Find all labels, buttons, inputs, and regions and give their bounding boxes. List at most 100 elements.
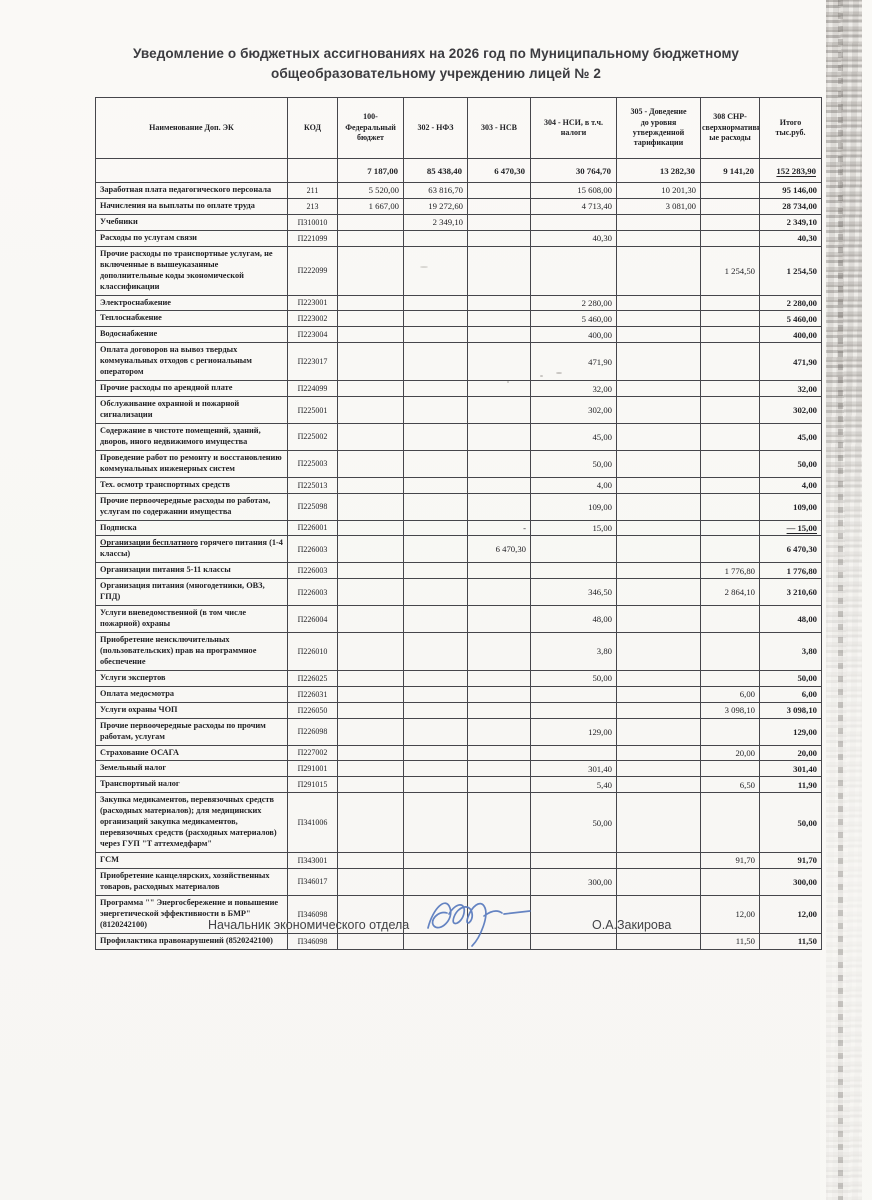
row-cell-c303 xyxy=(467,476,531,494)
row-cell-c100 xyxy=(337,776,404,794)
row-cell-code: П343001 xyxy=(287,852,338,869)
table-row: Тех. осмотр транспортных средств П225013 4… xyxy=(95,476,822,494)
row-cell-c303 xyxy=(467,326,531,344)
row-cell-c308: 11,50 xyxy=(700,932,760,950)
row-cell-code: П225098 xyxy=(287,492,338,521)
row-cell-itogo: 5 460,00 xyxy=(759,310,822,328)
row-cell-c100 xyxy=(337,562,404,580)
table-row: Услуги экспертов П226025 50,00 50,00 xyxy=(95,669,822,687)
table-row: Учебники П310010 2 349,10 2 349,10 xyxy=(95,213,822,231)
row-cell-code: П223017 xyxy=(287,342,338,382)
row-cell-c303 xyxy=(467,294,531,312)
row-cell-code: П225001 xyxy=(287,396,338,424)
row-cell-c308: 12,00 xyxy=(700,894,760,934)
row-cell-c304: 5,40 xyxy=(530,776,617,794)
totals-cell-itogo: 152 283,90 xyxy=(759,158,822,183)
table-row: Электроснабжение П223001 2 280,00 2 280,00 xyxy=(95,294,822,312)
row-cell-code: П226003 xyxy=(287,562,338,580)
table-row: Обслуживание охранной и пожарной сигнали… xyxy=(95,396,822,424)
row-cell-c305 xyxy=(616,449,701,478)
row-cell-c302 xyxy=(403,632,468,671)
row-cell-c302: 2 349,10 xyxy=(403,213,468,231)
row-cell-c308: 3 098,10 xyxy=(700,701,760,719)
row-cell-c303 xyxy=(467,342,531,382)
row-cell-c303: - xyxy=(467,519,531,537)
row-cell-name: Теплоснабжение xyxy=(95,310,288,328)
row-cell-c308: 6,00 xyxy=(700,685,760,703)
row-cell-code: П223001 xyxy=(287,294,338,312)
row-cell-itogo: 12,00 xyxy=(759,894,822,934)
row-cell-c308 xyxy=(700,476,760,494)
row-cell-c304: 45,00 xyxy=(530,422,617,451)
row-cell-code: П310010 xyxy=(287,213,338,231)
row-cell-itogo: 20,00 xyxy=(759,744,822,762)
row-cell-c305 xyxy=(616,562,701,580)
row-cell-c304: 5 460,00 xyxy=(530,310,617,328)
row-cell-code: П221099 xyxy=(287,229,338,247)
row-cell-c100 xyxy=(337,792,404,853)
row-cell-name: Закупка медикаментов, перевязочных средс… xyxy=(95,792,288,853)
table-row: Заработная плата педагогического персона… xyxy=(95,182,822,199)
column-header: 304 - НСИ, в т.ч. налоги xyxy=(530,97,617,159)
row-cell-itogo: 109,00 xyxy=(759,492,822,521)
table-row: Приобретение канцелярских, хозяйственных… xyxy=(95,867,822,896)
row-cell-c305 xyxy=(616,852,701,869)
budget-table: Наименование Доп. ЭК КОД 100- Федеральный … xyxy=(95,97,822,950)
row-cell-c308: 1 776,80 xyxy=(700,562,760,580)
row-cell-c304: 3,80 xyxy=(530,632,617,671)
row-cell-name: Земельный налог xyxy=(95,760,288,778)
row-cell-c308 xyxy=(700,422,760,451)
row-cell-c303 xyxy=(467,669,531,687)
row-cell-c308: 91,70 xyxy=(700,852,760,869)
column-header: КОД xyxy=(287,97,338,159)
table-row: Профилактика правонарушений (8520242100)… xyxy=(95,932,822,950)
table-row: Страхование ОСАГА П227002 20,00 20,00 xyxy=(95,744,822,762)
table-row: Прочие первоочередные расходы по прочим … xyxy=(95,717,822,746)
row-cell-code: П341006 xyxy=(287,792,338,853)
row-cell-c305 xyxy=(616,294,701,312)
row-cell-c302 xyxy=(403,342,468,382)
table-row: Начисления на выплаты по оплате труда 213… xyxy=(95,197,822,215)
table-row: ГСМ П343001 91,70 91,70 xyxy=(95,852,822,869)
row-cell-c100 xyxy=(337,632,404,671)
row-cell-code: П223004 xyxy=(287,326,338,344)
row-cell-name: Организации бесплатного горячего питания… xyxy=(95,535,288,564)
row-cell-name: Услуги вневедомственной (в том числе пож… xyxy=(95,605,288,633)
row-cell-c302 xyxy=(403,776,468,794)
row-cell-name: Услуги охраны ЧОП xyxy=(95,701,288,719)
row-cell-name: Оплата договоров на вывоз твердых коммун… xyxy=(95,342,288,382)
table-row: Услуги вневедомственной (в том числе пож… xyxy=(95,605,822,633)
row-cell-itogo: 11,90 xyxy=(759,776,822,794)
row-cell-c305 xyxy=(616,760,701,778)
table-row: Услуги охраны ЧОП П226050 3 098,10 3 098,10 xyxy=(95,701,822,719)
row-cell-c302 xyxy=(403,535,468,564)
table-row: Прочие расходы по арендной плате П224099 3… xyxy=(95,380,822,398)
row-cell-c305 xyxy=(616,605,701,633)
row-cell-c302 xyxy=(403,422,468,451)
row-cell-c302 xyxy=(403,326,468,344)
row-cell-c303 xyxy=(467,894,531,934)
row-cell-c100: 5 520,00 xyxy=(337,182,404,199)
scan-edge-line xyxy=(838,0,843,1200)
row-cell-c302 xyxy=(403,449,468,478)
row-cell-c303 xyxy=(467,492,531,521)
row-cell-c303 xyxy=(467,578,531,607)
row-cell-code: 211 xyxy=(287,182,338,199)
column-header: 303 - НСВ xyxy=(467,97,531,159)
row-cell-c308 xyxy=(700,717,760,746)
row-cell-c305 xyxy=(616,492,701,521)
row-cell-c305 xyxy=(616,245,701,296)
row-cell-c100 xyxy=(337,310,404,328)
row-cell-c304 xyxy=(530,213,617,231)
row-cell-code: П226010 xyxy=(287,632,338,671)
row-cell-c100 xyxy=(337,519,404,537)
row-cell-c308 xyxy=(700,326,760,344)
row-cell-code: П226025 xyxy=(287,669,338,687)
row-cell-code: 213 xyxy=(287,197,338,215)
table-row: Прочие расходы по транспортные услугам, … xyxy=(95,245,822,296)
row-cell-c308 xyxy=(700,535,760,564)
table-row: Приобретение неисключительных (пользоват… xyxy=(95,632,822,671)
row-cell-code: П226050 xyxy=(287,701,338,719)
row-cell-c302 xyxy=(403,245,468,296)
